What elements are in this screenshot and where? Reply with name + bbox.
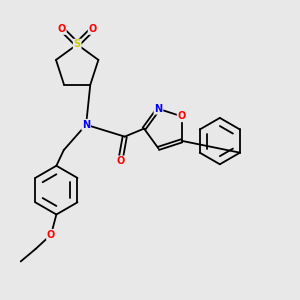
Text: O: O [116, 156, 124, 166]
Text: O: O [178, 111, 186, 122]
Text: N: N [154, 104, 163, 114]
Text: N: N [82, 120, 90, 130]
Text: O: O [58, 24, 66, 34]
Text: S: S [74, 40, 81, 50]
Text: O: O [47, 230, 55, 240]
Text: O: O [88, 24, 97, 34]
